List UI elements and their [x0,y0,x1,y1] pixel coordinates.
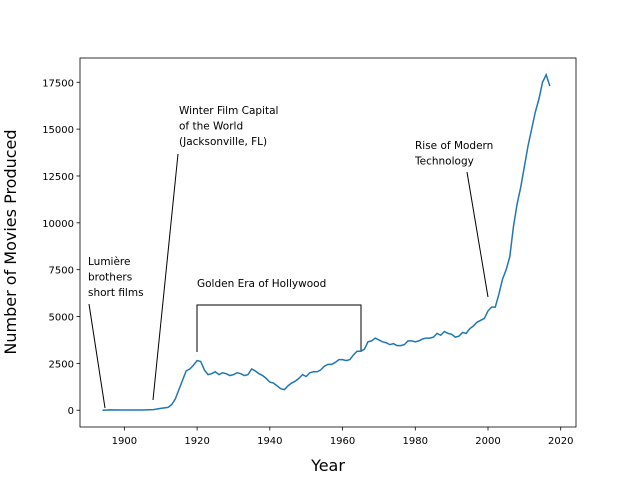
annotation-line: brothers [88,272,132,284]
y-tick-label: 12500 [42,172,74,183]
annotation: Golden Era of Hollywood [197,278,326,290]
annotation: Lumière brothers short films [88,256,144,299]
data-line [102,72,551,411]
annotation: Rise of Modern Technology [414,140,493,168]
x-tick-label: 1920 [184,436,209,447]
y-tick-label: 2500 [49,359,74,370]
annotation-arrow [88,303,106,409]
annotation-line: of the World [179,121,243,133]
annotation-arrow [152,153,179,401]
x-tick-label: 1940 [257,436,282,447]
x-axis-label: Year [310,456,345,475]
y-tick-label: 7500 [49,266,74,277]
x-tick-label: 1900 [112,436,137,447]
annotation-line: Rise of Modern [415,140,493,152]
annotation-line: Winter Film Capital [179,105,278,117]
annotation-arrows [88,153,489,409]
annotation-line: Lumière [88,256,130,268]
y-tick-label: 5000 [49,313,74,324]
y-axis-label: Number of Movies Produced [1,129,20,354]
y-tick-label: 10000 [42,219,74,230]
plot-frame [79,57,577,428]
y-tick-label: 17500 [42,78,74,89]
x-tick-label: 1980 [403,436,428,447]
x-tick-label: 1960 [330,436,355,447]
annotation-line: Golden Era of Hollywood [197,278,326,290]
y-tick-label: 15000 [42,125,74,136]
annotation-arrow [466,171,489,298]
annotation-line: Technology [414,156,474,168]
annotation-bracket [196,304,362,352]
x-tick-label: 2000 [475,436,500,447]
x-tick-label: 2020 [548,436,573,447]
annotation-line: short films [88,287,144,299]
annotation-line: (Jacksonville, FL) [179,136,267,148]
y-tick-label: 0 [68,406,74,417]
annotation: Winter Film Capital of the World (Jacksonv… [179,105,278,148]
